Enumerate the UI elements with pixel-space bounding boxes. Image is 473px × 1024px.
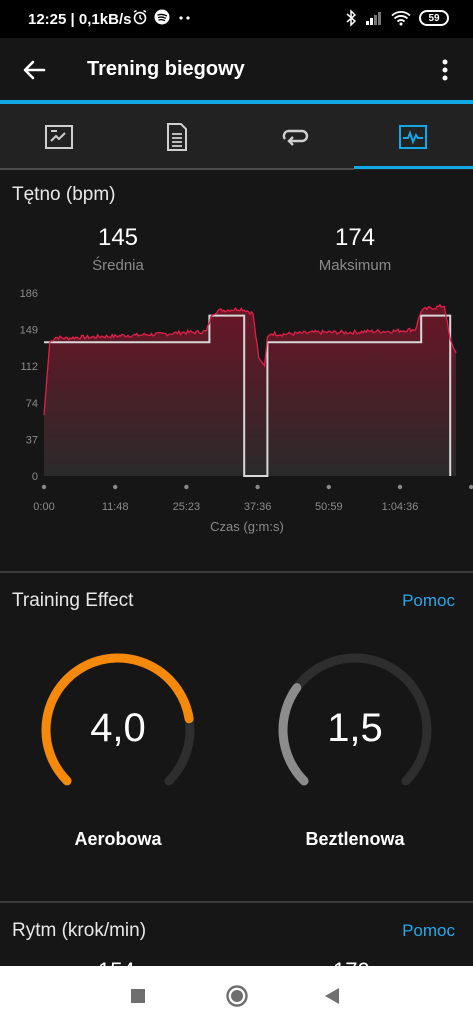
hr-average-label: Średnia: [92, 257, 144, 274]
anaerobic-gauge-fill: [278, 683, 309, 786]
y-tick-label: 149: [20, 325, 38, 337]
aerobic-value: 4,0: [90, 706, 146, 750]
training-effect-help-link[interactable]: Pomoc: [402, 591, 455, 610]
y-tick-label: 37: [26, 434, 38, 446]
anaerobic-gauge: [278, 653, 432, 786]
x-tick-dot: [255, 484, 260, 490]
heart-rate-title: Tętno (bpm): [12, 184, 116, 205]
status-time: 12:25 | 0,1kB/s: [28, 11, 132, 28]
loop-icon: [282, 129, 309, 146]
anaerobic-label: Beztlenowa: [305, 829, 405, 849]
aerobic-gauge: [41, 653, 195, 786]
back-button-icon[interactable]: [323, 987, 341, 1005]
section-separator: [0, 571, 473, 573]
hr-average-value: 145: [97, 224, 139, 251]
bluetooth-icon: [346, 9, 357, 27]
x-tick-label: 0:00: [33, 501, 54, 513]
alarm-icon: [133, 9, 147, 25]
tab-laps[interactable]: [236, 104, 354, 170]
training-effect-title: Training Effect: [12, 590, 134, 611]
tab-charts[interactable]: [354, 104, 472, 170]
x-tick-dot: [469, 484, 473, 490]
tab-details[interactable]: [118, 104, 236, 170]
status-right-icons: 59: [345, 9, 449, 27]
signal-icon: [366, 12, 381, 25]
tab-bar: [0, 104, 473, 170]
back-arrow-icon[interactable]: [20, 56, 48, 84]
hr-zone-line: [44, 314, 452, 477]
x-tick-label: 50:59: [315, 501, 343, 513]
hr-area: [44, 304, 456, 476]
more-notifications-icon: [179, 16, 190, 20]
x-tick-dot: [113, 484, 118, 490]
y-tick-label: 74: [26, 398, 38, 410]
y-tick-label: 0: [32, 471, 38, 483]
x-tick-dot: [397, 484, 403, 490]
x-tick-dot: [184, 484, 189, 490]
x-tick-label: 25:23: [173, 501, 201, 513]
anaerobic-value: 1,5: [327, 706, 383, 750]
spotify-icon: [154, 9, 170, 25]
chart-card-icon: [45, 125, 73, 149]
x-tick-dot: [326, 484, 331, 490]
x-tick-dot: [41, 484, 47, 490]
section-separator: [0, 901, 473, 903]
aerobic-label: Aerobowa: [74, 829, 162, 849]
y-tick-label: 112: [20, 361, 38, 373]
tab-selected-indicator: [354, 166, 473, 169]
app-bar: Trening biegowy: [0, 38, 473, 102]
hr-max-value: 174: [334, 224, 376, 251]
cadence-help-link[interactable]: Pomoc: [402, 921, 455, 940]
system-nav-bar: [0, 966, 473, 1024]
page-title: Trening biegowy: [87, 58, 245, 80]
battery-indicator: 59: [419, 10, 449, 26]
overflow-menu-icon[interactable]: [435, 56, 455, 84]
aerobic-gauge-fill: [41, 653, 194, 786]
heart-rate-chart: 186 149 112 74 37 0 0:00 11:48 25:23 37:36 50:59 1…: [20, 288, 473, 534]
tab-divider: [0, 168, 354, 170]
tab-stats[interactable]: [0, 104, 118, 170]
x-tick-label: 37:36: [244, 501, 272, 513]
heartrate-icon: [399, 125, 427, 149]
status-left-icons: [132, 9, 194, 25]
y-tick-label: 186: [20, 288, 38, 300]
wifi-icon: [391, 11, 411, 26]
chart-x-axis-label: Czas (g:m:s): [210, 519, 284, 534]
x-tick-label: 1:04:36: [382, 501, 419, 513]
x-tick-label: 11:48: [102, 501, 129, 513]
recents-button-icon[interactable]: [130, 988, 146, 1004]
home-button-icon[interactable]: [225, 984, 249, 1008]
status-bar: 12:25 | 0,1kB/s 59: [0, 0, 473, 38]
hr-max-label: Maksimum: [318, 257, 392, 274]
hr-line: [43, 303, 457, 416]
document-icon: [167, 123, 187, 151]
app-bar-accent-line: [0, 100, 473, 104]
cadence-title: Rytm (krok/min): [12, 920, 147, 941]
